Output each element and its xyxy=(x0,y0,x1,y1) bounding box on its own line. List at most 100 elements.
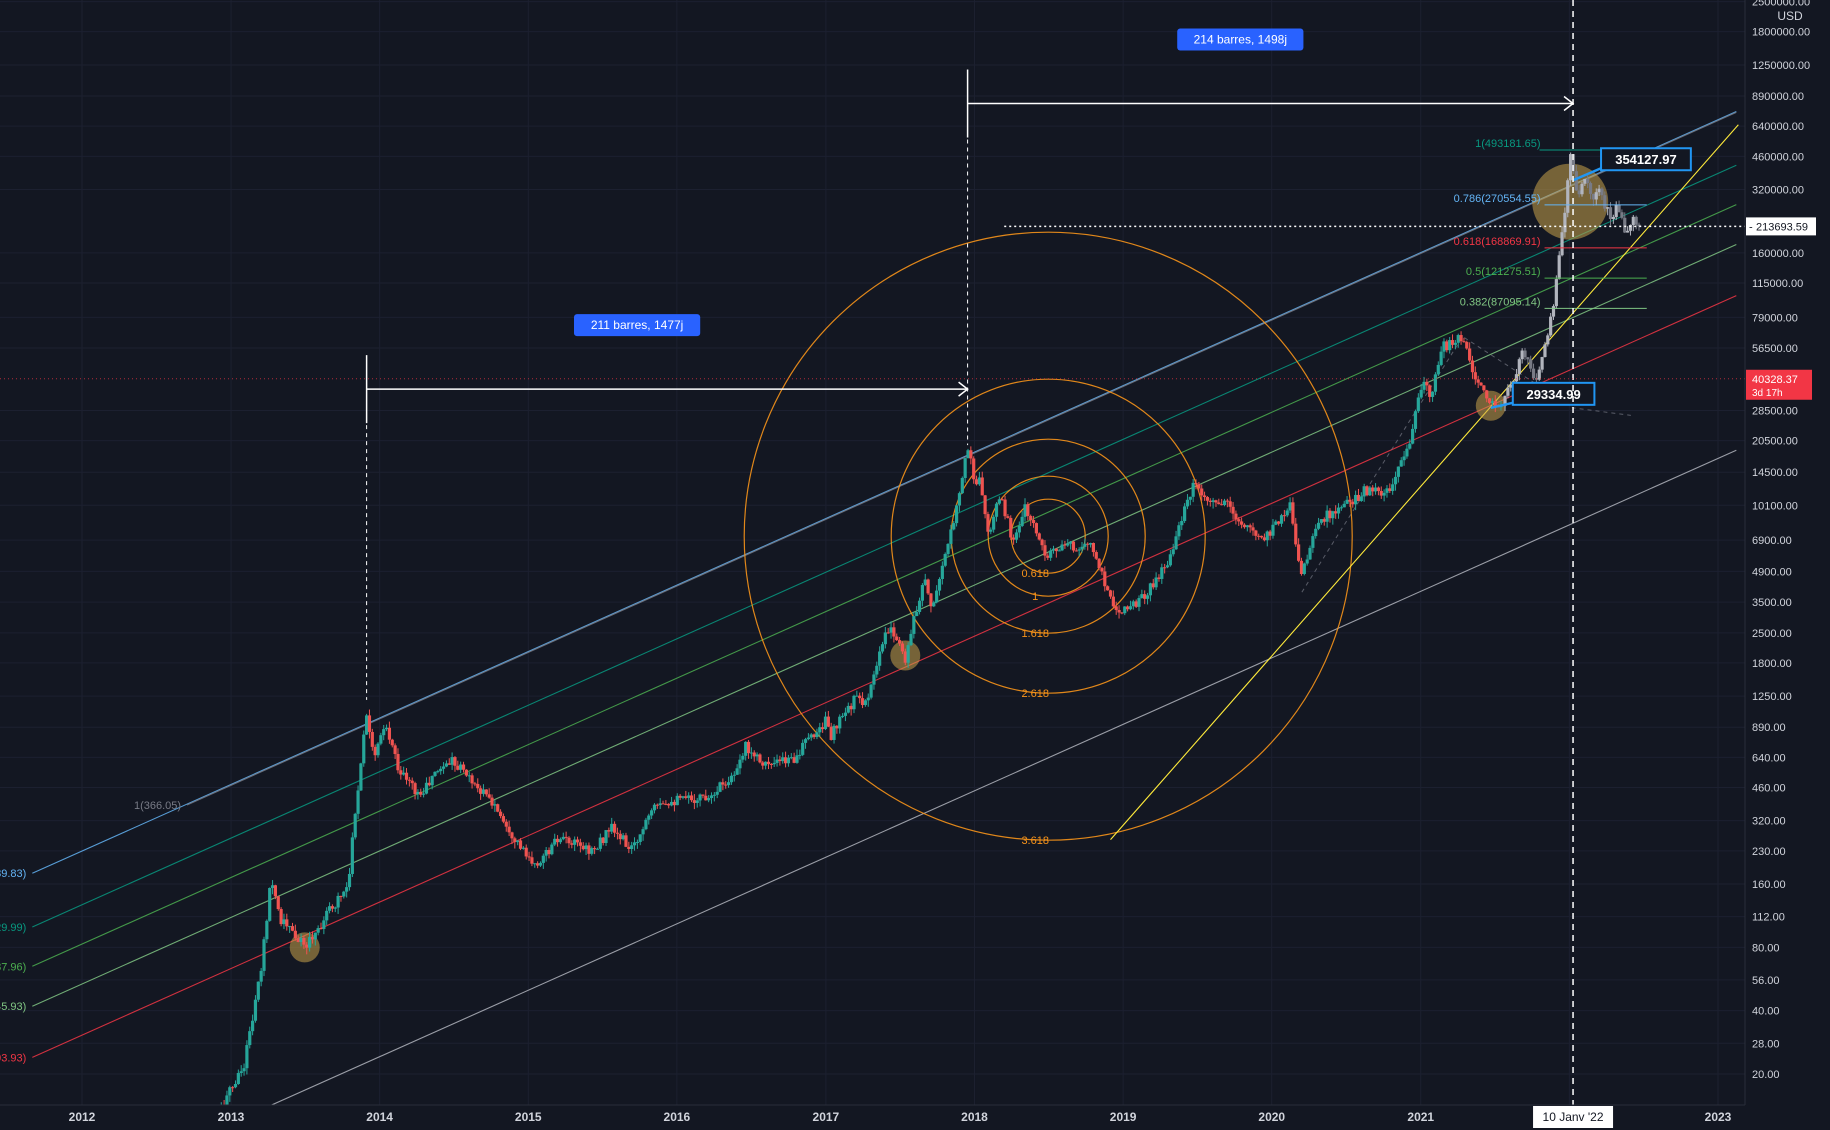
candle-body xyxy=(1365,486,1369,496)
candle-body xyxy=(1348,499,1352,502)
projection-body xyxy=(1509,384,1513,388)
candle-body xyxy=(1000,499,1004,501)
candle-body xyxy=(912,616,916,634)
candle-body xyxy=(1031,520,1036,524)
candlestick-series xyxy=(219,331,1503,1115)
fib-channel-line xyxy=(186,111,1737,806)
candle-body xyxy=(840,715,845,717)
price-tick-label: 890000.00 xyxy=(1752,91,1804,103)
candle-body xyxy=(345,887,349,892)
candle-body xyxy=(313,932,317,940)
candle-body xyxy=(279,909,283,925)
candle-body xyxy=(772,762,776,765)
candle-body xyxy=(624,835,628,847)
candle-body xyxy=(852,695,856,710)
candle-body xyxy=(732,774,736,776)
fib-channel-line xyxy=(32,295,1737,1058)
candle-body xyxy=(573,839,577,845)
projection-body xyxy=(1600,188,1604,196)
candle-body xyxy=(1359,496,1363,501)
price-tick-label: 6900.00 xyxy=(1752,535,1792,547)
candle-body xyxy=(615,832,620,834)
candle-body xyxy=(1123,606,1127,614)
year-tick-label: 2014 xyxy=(366,1110,393,1124)
price-tick-label: 320000.00 xyxy=(1752,184,1804,196)
price-tick-label: 28.00 xyxy=(1752,1038,1780,1050)
candle-body xyxy=(897,640,902,644)
candle-body xyxy=(1086,543,1090,545)
price-tick-label: 20.00 xyxy=(1752,1069,1780,1081)
candle-body xyxy=(393,745,397,755)
candle-body xyxy=(464,769,468,776)
candle-body xyxy=(858,695,862,699)
candle-body xyxy=(1237,519,1241,522)
candle-body xyxy=(1465,342,1469,349)
candle-body xyxy=(1490,401,1495,403)
price-tick-label: 4900.00 xyxy=(1752,566,1792,578)
candle-body xyxy=(1054,548,1058,552)
crosshair-price-text: 213693.59 xyxy=(1756,221,1808,233)
candle-body xyxy=(701,794,705,796)
candle-body xyxy=(1376,487,1381,491)
price-tick-label: 160000.00 xyxy=(1752,248,1804,260)
candle-body xyxy=(1211,500,1215,502)
price-tick-label: 2500000.00 xyxy=(1752,0,1810,9)
candle-body xyxy=(242,1068,246,1072)
candle-body xyxy=(954,505,959,524)
candle-body xyxy=(1242,524,1247,528)
candle-body xyxy=(1046,555,1050,558)
candle-body xyxy=(1034,523,1039,534)
candle-body xyxy=(262,939,266,971)
time-axis[interactable]: 2012 2013 2014 2015 2016 2017 2018 2019 2020 2021… xyxy=(0,1104,1745,1130)
price-axis[interactable]: USD 2500000.00 1800000.00 1250000.00 890000… xyxy=(1744,0,1830,1130)
candle-body xyxy=(655,804,659,806)
candle-body xyxy=(746,741,751,754)
candle-body xyxy=(427,782,431,786)
candle-body xyxy=(327,906,332,911)
candle-body xyxy=(524,847,528,857)
candle-body xyxy=(1017,525,1021,533)
candle-body xyxy=(889,627,893,633)
countdown-text: 3d 17h xyxy=(1752,388,1783,399)
candle-body xyxy=(687,795,691,798)
candle-body xyxy=(1197,484,1201,489)
projection-body xyxy=(1577,190,1581,195)
candle-body xyxy=(957,493,962,506)
candle-body xyxy=(863,700,867,706)
fib-circle-label: 1.618 xyxy=(1021,628,1049,640)
candle-body xyxy=(872,674,876,685)
year-tick-label: 2019 xyxy=(1110,1110,1137,1124)
crosshair-date-text: 10 Janv '22 xyxy=(1543,1110,1604,1124)
candle-body xyxy=(812,734,816,738)
candle-body xyxy=(1368,487,1372,496)
candle-body xyxy=(567,837,571,844)
candle-body xyxy=(1442,341,1446,352)
candle-body xyxy=(1373,487,1378,492)
candle-body xyxy=(1257,535,1261,537)
candle-body xyxy=(1468,348,1472,361)
candle-body xyxy=(1351,501,1355,505)
candle-body xyxy=(1479,382,1483,386)
year-tick-label: 2015 xyxy=(515,1110,542,1124)
candle-body xyxy=(860,698,865,706)
candle-body xyxy=(299,937,303,943)
candle-body xyxy=(422,793,426,795)
candle-body xyxy=(1422,381,1426,390)
candle-body xyxy=(1336,507,1341,514)
candle-body xyxy=(553,838,557,845)
candle-body xyxy=(781,757,785,762)
candle-body xyxy=(310,937,315,940)
candle-body xyxy=(473,783,477,785)
crosshair-price-badge xyxy=(1746,217,1816,236)
candle-body xyxy=(513,838,517,843)
candle-body xyxy=(365,715,369,735)
callout-box xyxy=(1600,147,1692,172)
candle-body xyxy=(721,782,725,785)
candle-body xyxy=(296,938,300,943)
candle-body xyxy=(333,907,337,909)
candle-body xyxy=(1428,385,1432,397)
candle-body xyxy=(920,585,924,601)
candle-body xyxy=(1222,500,1227,506)
candle-body xyxy=(308,937,312,948)
